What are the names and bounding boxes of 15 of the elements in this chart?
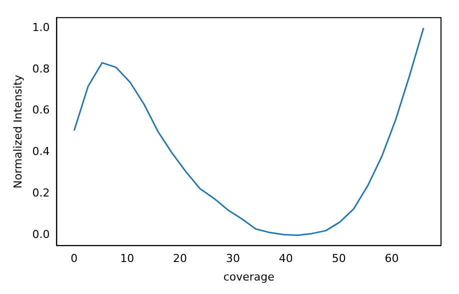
y-tick-label: 0.4 xyxy=(32,145,50,158)
x-tick-label: 30 xyxy=(226,252,240,266)
y-tick-label: 0.0 xyxy=(32,228,50,242)
x-tick-label: 50 xyxy=(332,252,346,266)
y-tick-label: 0.2 xyxy=(32,186,50,200)
x-tick-label: 0 xyxy=(70,252,78,266)
x-tick-label: 40 xyxy=(278,252,293,266)
y-tick-label: 1.0 xyxy=(32,20,50,34)
y-tick-label: 0.6 xyxy=(32,104,50,117)
x-tick-label: 10 xyxy=(120,252,134,266)
y-tick-label: 0.8 xyxy=(32,62,50,76)
x-tick-label: 20 xyxy=(173,252,188,266)
y-axis-title: Normalized Intensity xyxy=(11,74,24,188)
x-axis-title: coverage xyxy=(223,270,275,284)
x-tick-label: 60 xyxy=(384,252,399,266)
